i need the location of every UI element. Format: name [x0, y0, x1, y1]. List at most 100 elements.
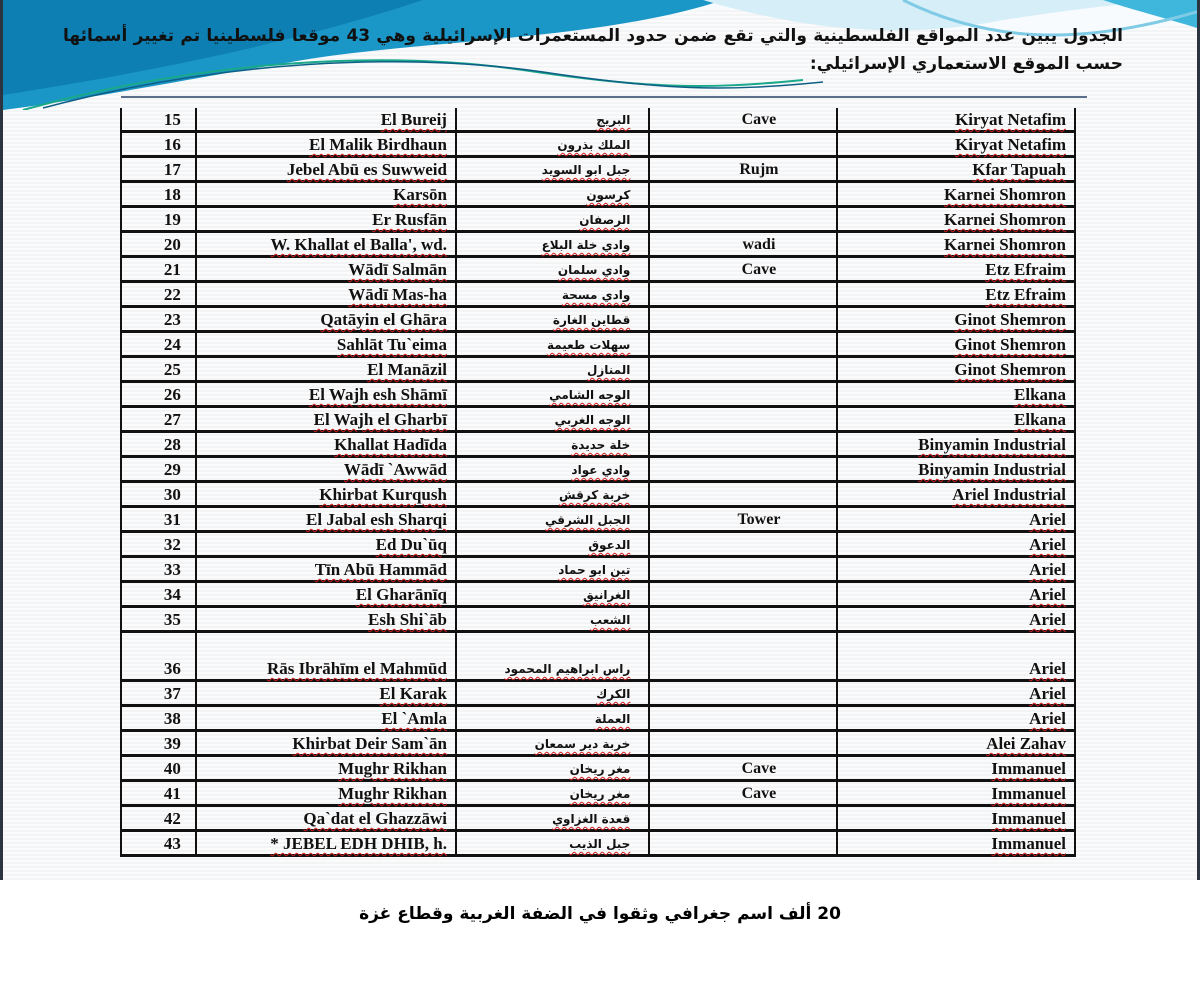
site-type-cell — [648, 180, 838, 207]
english-name-cell: Sahlāt Tu`eima — [194, 330, 457, 357]
english-name-cell: El Malik Birdhaun — [194, 130, 457, 157]
english-name-cell: El Wajh el Gharbī — [194, 405, 457, 432]
arabic-name: الكرك — [596, 687, 631, 701]
arabic-name: الجبل الشرقي — [544, 513, 631, 527]
arabic-name: العملة — [594, 712, 631, 726]
table-row: 21 Wādī Salmān وادي سلمان Cave Etz Efraim — [120, 255, 1077, 282]
table-row: 37 El Karak الكرك Ariel — [120, 679, 1077, 706]
settlement-name-cell: Elkana — [835, 405, 1077, 432]
english-name-cell: Khallat Hadīda — [194, 430, 457, 457]
english-name: El Wajh esh Shāmī — [308, 385, 447, 404]
row-number-cell: 37 — [120, 679, 197, 706]
arabic-name: وادي عواد — [571, 463, 631, 477]
english-name-cell: El Gharānīq — [194, 580, 457, 607]
site-type-cell — [648, 530, 838, 557]
site-type-cell: wadi — [648, 230, 838, 257]
arabic-name: قطاين الغارة — [552, 313, 631, 327]
settlement-name: Immanuel — [991, 759, 1066, 778]
row-number-cell: 31 — [120, 505, 197, 532]
arabic-name-cell: الملك بذرون — [454, 130, 651, 157]
arabic-name-cell: الجبل الشرقي — [454, 505, 651, 532]
settlement-name-cell: Ariel — [835, 630, 1077, 681]
arabic-name-cell: تين ابو حماد — [454, 555, 651, 582]
arabic-name-cell: الوجه الغربي — [454, 405, 651, 432]
settlement-name: Ariel — [1029, 709, 1066, 728]
settlement-name: Binyamin Industrial — [918, 435, 1066, 454]
row-number: 38 — [163, 709, 181, 728]
site-type-cell: Rujm — [648, 155, 838, 182]
arabic-name: الشعب — [590, 613, 631, 627]
caption: 20 ألف اسم جغرافي وثقوا في الضفة الغربية… — [359, 904, 841, 924]
site-type: Cave — [741, 111, 777, 128]
english-name-cell: El Wajh esh Shāmī — [194, 380, 457, 407]
table-row: 40 Mughr Rikhan مغر ريخان Cave Immanuel — [120, 754, 1077, 781]
settlement-name: Ariel — [1029, 610, 1066, 629]
english-name-cell: Esh Shi`āb — [194, 605, 457, 632]
settlement-name-cell: Ariel — [835, 704, 1077, 731]
settlement-name: Etz Efraim — [985, 260, 1066, 279]
row-number-cell: 30 — [120, 480, 197, 507]
arabic-name-cell: خربة كرقش — [454, 480, 651, 507]
table-row: 28 Khallat Hadīda خلة حديدة Binyamin Indust… — [120, 430, 1077, 457]
row-number-cell: 39 — [120, 729, 197, 756]
site-type-cell — [648, 130, 838, 157]
table-row: 39 Khirbat Deir Sam`ān خربة دير سمعان Alei … — [120, 729, 1077, 756]
english-name: Mughr Rikhan — [338, 759, 447, 778]
english-name-cell: Wādī Salmān — [194, 255, 457, 282]
table-row: 34 El Gharānīq الغرانيق Ariel — [120, 580, 1077, 607]
row-number: 24 — [163, 335, 181, 354]
english-name: Wādī `Awwād — [343, 460, 447, 479]
settlement-name-cell: Etz Efraim — [835, 255, 1077, 282]
site-type-cell: Cave — [648, 754, 838, 781]
table-row: 33 Tīn Abū Hammād تين ابو حماد Ariel — [120, 555, 1077, 582]
arabic-name: جبل ابو السويد — [541, 163, 631, 177]
row-number: 39 — [163, 734, 181, 753]
arabic-name: قعدة الغزاوي — [552, 812, 631, 826]
settlement-name: Karnei Shomron — [943, 185, 1066, 204]
english-name: El Manāzil — [367, 360, 447, 379]
english-name-cell: El `Amla — [194, 704, 457, 731]
english-name: El `Amla — [381, 709, 447, 728]
settlement-name: Alei Zahav — [986, 734, 1066, 753]
site-type-cell — [648, 380, 838, 407]
settlement-name-cell: Elkana — [835, 380, 1077, 407]
settlement-name: Ginot Shemron — [954, 310, 1066, 329]
row-number-cell: 33 — [120, 555, 197, 582]
row-number: 19 — [163, 210, 181, 229]
row-number-cell: 29 — [120, 455, 197, 482]
english-name: El Karak — [379, 684, 447, 703]
settlement-name-cell: Alei Zahav — [835, 729, 1077, 756]
table-row: 30 Khirbat Kurqush خربة كرقش Ariel Industri… — [120, 480, 1077, 507]
english-name: El Gharānīq — [355, 585, 447, 604]
settlement-name-cell: Immanuel — [835, 804, 1077, 831]
english-name: Wādī Salmān — [348, 260, 447, 279]
row-number-cell: 32 — [120, 530, 197, 557]
row-number: 31 — [163, 510, 181, 529]
row-number-cell: 17 — [120, 155, 197, 182]
english-name-cell: Wādī Mas-ha — [194, 280, 457, 307]
arabic-name-cell: وادي خلة البلاع — [454, 230, 651, 257]
english-name-cell: Wādī `Awwād — [194, 455, 457, 482]
arabic-name-cell: جبل ابو السويد — [454, 155, 651, 182]
arabic-name-cell: الغرانيق — [454, 580, 651, 607]
site-type-cell — [648, 330, 838, 357]
row-number: 41 — [163, 784, 181, 803]
english-name: Esh Shi`āb — [368, 610, 447, 629]
row-number-cell: 23 — [120, 305, 197, 332]
arabic-name-cell: وادي سلمان — [454, 255, 651, 282]
settlement-name: Ariel — [1029, 585, 1066, 604]
settlement-name: Ariel — [1029, 510, 1066, 529]
row-number-cell: 25 — [120, 355, 197, 382]
settlement-name-cell: Immanuel — [835, 779, 1077, 806]
row-number-cell: 40 — [120, 754, 197, 781]
arabic-name: سهلات طعيمة — [546, 338, 631, 352]
settlement-name-cell: Ariel — [835, 679, 1077, 706]
table-row: 41 Mughr Rikhan مغر ريخان Cave Immanuel — [120, 779, 1077, 806]
row-number: 23 — [163, 310, 181, 329]
row-number: 27 — [163, 410, 181, 429]
site-type-cell — [648, 555, 838, 582]
arabic-name: الملك بذرون — [557, 138, 631, 152]
english-name: Tīn Abū Hammād — [314, 560, 447, 579]
settlement-name-cell: Immanuel — [835, 829, 1077, 857]
site-type-cell — [648, 405, 838, 432]
